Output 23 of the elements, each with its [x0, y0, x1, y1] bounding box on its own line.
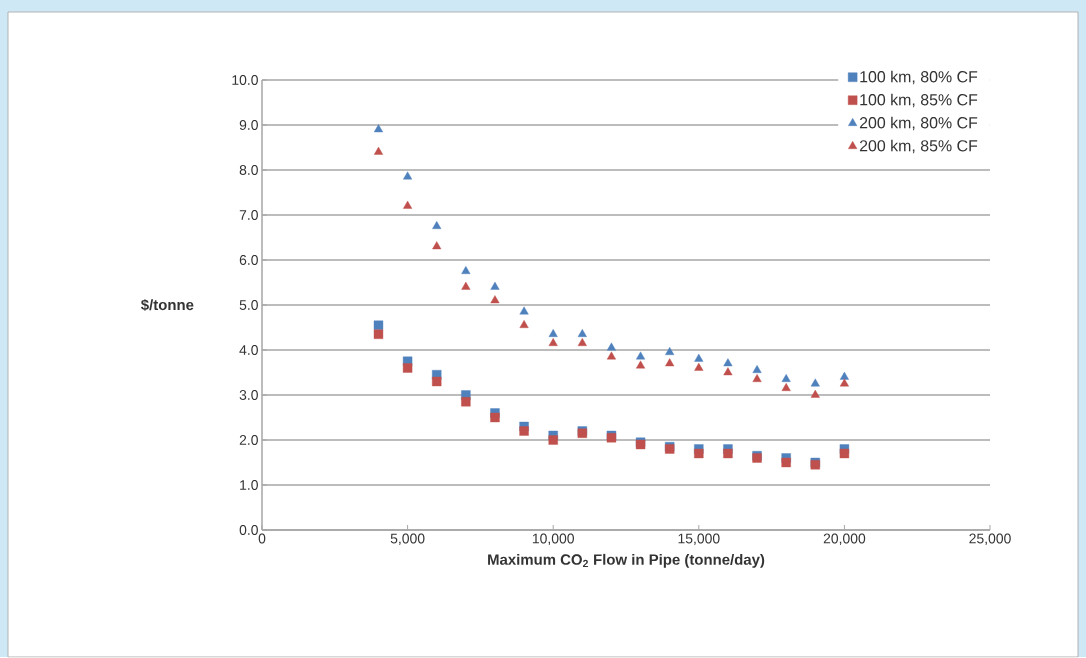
y-tick-label: 7.0 — [239, 210, 258, 221]
x-tick-label: 15,000 — [678, 533, 720, 546]
y-tick-label: 2.0 — [239, 435, 258, 446]
y-tick-label: 10.0 — [232, 75, 258, 86]
y-tick-label: 3.0 — [239, 390, 258, 401]
x-tick-label: 0 — [258, 533, 266, 544]
y-tick-label: 4.0 — [239, 345, 258, 356]
x-tick-label: 20,000 — [823, 533, 866, 546]
y-tick-label: 0.0 — [239, 525, 258, 536]
x-axis-title: Maximum CO$_{2}$ Flow in Pipe (tonne/day) — [488, 554, 765, 569]
legend-label: 100 km, 80% CF — [860, 70, 978, 85]
x-tick-label: 10,000 — [532, 533, 574, 546]
y-tick-label: 9.0 — [239, 120, 258, 131]
y-tick-label: 6.0 — [239, 255, 258, 266]
x-tick-label: 25,000 — [969, 533, 1011, 546]
y-axis-title: $/tonne — [140, 299, 194, 312]
legend-label: 200 km, 80% CF — [859, 116, 978, 131]
legend-label: 100 km, 85% CF — [860, 93, 978, 108]
x-tick-label: 5,000 — [390, 533, 425, 546]
y-tick-label: 8.0 — [239, 165, 258, 176]
legend-label: 200 km, 85% CF — [859, 139, 978, 154]
y-tick-label: 5.0 — [239, 300, 258, 311]
y-tick-label: 1.0 — [240, 480, 258, 491]
